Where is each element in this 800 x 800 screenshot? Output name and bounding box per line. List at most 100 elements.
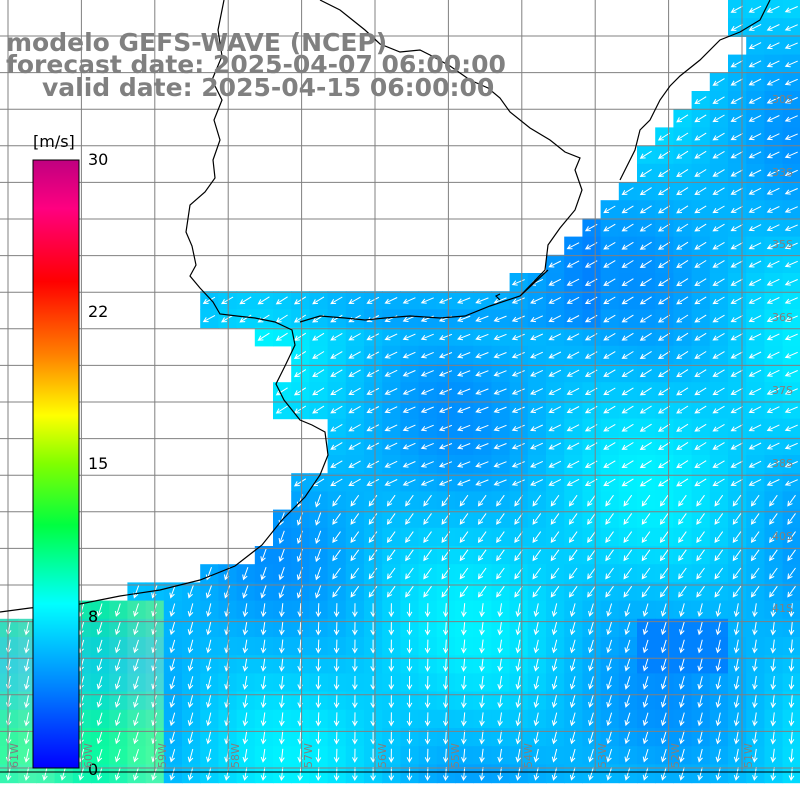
wind-arrow [770,603,777,618]
wind-arrow [260,730,267,745]
wind-arrow [551,748,558,763]
wind-arrow [442,639,449,654]
wind-arrow [461,694,467,709]
wind-arrow [493,333,507,341]
wind-arrow [187,639,194,654]
wind-arrow [297,766,303,782]
wind-arrow [475,406,489,413]
wind-arrow [697,676,703,690]
wind-arrow [348,478,361,487]
wind-arrow [733,639,740,654]
wind-arrow [333,603,340,618]
wind-arrow [406,712,413,727]
wind-arrow [623,513,633,525]
wind-arrow [712,442,725,450]
wind-arrow [696,494,705,507]
wind-arrow [275,314,288,323]
wind-arrow [479,675,485,691]
wind-arrow [348,369,361,377]
wind-arrow [206,694,212,709]
wind-arrow [169,694,176,708]
wind-arrow [732,585,742,598]
colorbar [32,159,80,769]
wind-arrow [330,314,343,323]
wind-arrow [406,603,413,618]
wind-arrow [676,223,689,232]
wind-arrow [459,531,469,544]
wind-arrow [497,694,503,709]
wind-arrow [730,260,744,268]
wind-arrow [497,712,503,727]
wind-arrow [639,205,652,214]
wind-arrow [784,424,798,432]
wind-arrow [784,169,798,177]
wind-arrow [784,60,798,68]
wind-arrow [475,352,489,359]
wind-arrow [712,460,725,468]
wind-arrow [333,694,340,709]
wind-arrow [676,241,689,250]
wind-arrow [733,712,740,727]
wind-arrow [384,388,398,395]
wind-arrow [279,766,285,782]
wind-arrow [533,694,540,709]
wind-arrow [660,639,667,654]
wind-arrow [660,621,667,636]
wind-arrow [260,639,267,654]
wind-arrow [350,549,360,562]
wind-arrow [242,639,249,654]
wind-arrow [730,205,744,213]
wind-arrow [550,513,560,525]
wind-arrow [784,188,798,195]
wind-arrow [678,549,687,562]
wind-arrow [366,369,380,377]
wind-arrow [587,513,596,525]
wind-arrow [242,676,249,690]
wind-arrow [366,315,380,323]
wind-arrow [242,657,249,672]
wind-arrow [497,657,503,672]
wind-arrow [606,730,613,745]
wind-arrow [350,494,360,507]
wind-arrow [750,585,760,598]
wind-arrow [475,479,489,486]
wind-arrow [423,549,432,562]
wind-arrow [569,676,576,690]
wind-arrow [715,712,722,727]
wind-arrow [712,351,725,359]
wind-arrow [621,332,634,341]
wind-arrow [712,169,725,177]
wind-arrow [348,333,361,341]
wind-arrow [406,621,413,636]
wind-arrow [712,187,725,195]
wind-arrow [406,766,413,782]
wind-arrow [96,748,103,763]
wind-arrow [386,513,396,525]
wind-arrow [566,278,580,286]
wind-arrow [493,388,507,395]
wind-arrow [697,767,703,781]
wind-arrow [169,639,176,654]
wind-arrow [623,585,633,598]
wind-arrow [533,657,540,672]
wind-arrow [639,387,652,396]
wind-arrow [603,332,616,341]
wind-arrow [312,387,325,396]
wind-arrow [697,694,703,709]
wind-arrow [641,494,651,507]
wind-arrow [621,478,634,487]
wind-arrow [114,694,121,708]
wind-arrow [315,694,322,709]
wind-arrow [588,657,594,672]
wind-arrow [515,694,522,709]
wind-arrow [714,567,724,580]
wind-arrow [96,603,103,617]
wind-arrow [423,494,432,507]
wind-arrow [566,351,580,359]
wind-arrow [461,639,467,654]
wind-arrow [532,549,542,562]
wind-arrow [766,369,780,377]
wind-arrow [424,621,431,636]
wind-arrow [96,730,103,745]
wind-arrow [621,460,634,469]
